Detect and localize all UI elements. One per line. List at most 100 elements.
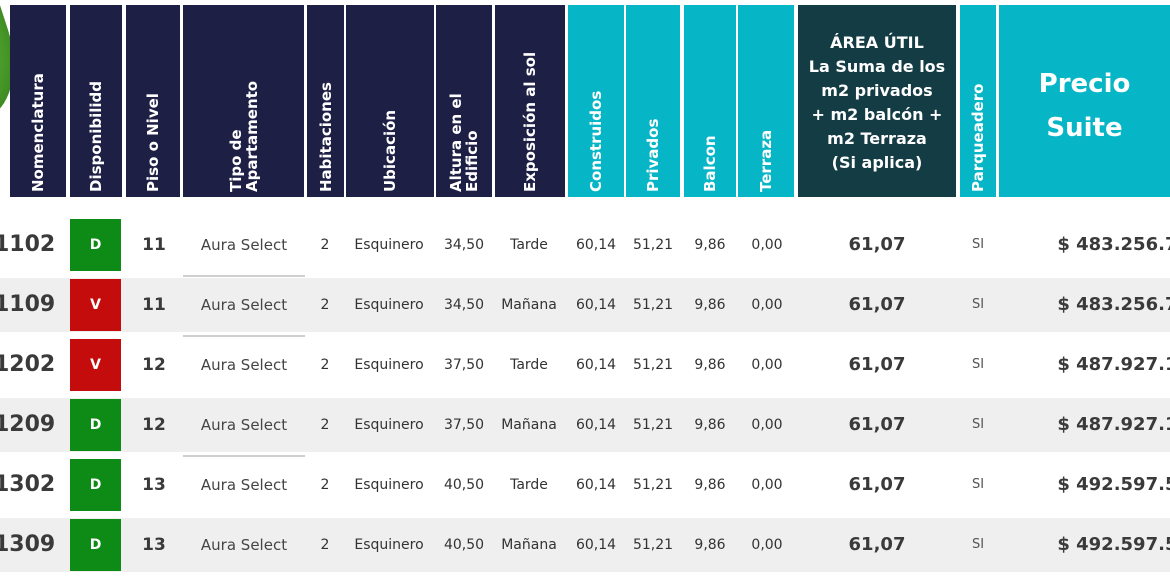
header-area-line6: (Si aplica) [831, 153, 923, 172]
cell-piso: 13 [142, 475, 166, 495]
header-disponibilidad: Disponibilidd [70, 5, 122, 197]
cell-parqueadero: SI [971, 417, 985, 432]
cell-exposicion: Tarde [510, 477, 548, 493]
cell-exposicion: Mañana [501, 537, 557, 553]
header-precio-line1: Precio [1038, 69, 1131, 99]
cell-altura: 37,50 [443, 417, 485, 433]
header-label: Privados [644, 118, 662, 192]
table-row: 1102 D 11 Aura Select 2 Esquinero 34,50 … [0, 218, 1170, 272]
cell-piso: 11 [142, 295, 166, 315]
cell-balcon: 9,86 [694, 297, 726, 313]
availability-badge: V [70, 279, 121, 331]
header-label: Piso o Nivel [144, 93, 162, 192]
table-row: 1109 V 11 Aura Select 2 Esquinero 34,50 … [0, 278, 1170, 332]
cell-construidos: 60,14 [575, 417, 617, 433]
cell-terraza: 0,00 [751, 417, 783, 433]
cell-construidos: 60,14 [575, 477, 617, 493]
availability-badge: D [70, 519, 121, 571]
cell-precio: $ 492.597.50 [1057, 534, 1170, 555]
cell-ubicacion: Esquinero [354, 297, 424, 313]
cell-terraza: 0,00 [751, 537, 783, 553]
header-label: Exposición al sol [521, 51, 539, 192]
cell-privados: 51,21 [632, 537, 674, 553]
header-area-line3: m2 privados [821, 81, 933, 100]
cell-privados: 51,21 [632, 237, 674, 253]
cell-construidos: 60,14 [575, 537, 617, 553]
header-privados: Privados [626, 5, 680, 197]
cell-privados: 51,21 [632, 357, 674, 373]
cell-piso: 13 [142, 535, 166, 555]
header-area-util: ÁREA ÚTIL La Suma de los m2 privados + m… [798, 5, 956, 197]
cell-altura: 40,50 [443, 477, 485, 493]
header-area-line1: ÁREA ÚTIL [830, 33, 924, 52]
cell-habitaciones: 2 [320, 297, 330, 313]
header-precio-suite: Precio Suite [999, 5, 1170, 197]
cell-terraza: 0,00 [751, 477, 783, 493]
cell-altura: 34,50 [443, 237, 485, 253]
cell-precio: $ 483.256.73 [1057, 294, 1170, 315]
cell-area-util: 61,07 [848, 354, 906, 375]
cell-privados: 51,21 [632, 297, 674, 313]
header-label: Disponibilidd [87, 80, 105, 192]
cell-piso: 12 [142, 355, 166, 375]
cell-habitaciones: 2 [320, 237, 330, 253]
cell-construidos: 60,14 [575, 357, 617, 373]
cell-balcon: 9,86 [694, 417, 726, 433]
header-nomenclatura: Nomenclatura [10, 5, 66, 197]
cell-habitaciones: 2 [320, 357, 330, 373]
header-label: Construidos [587, 90, 605, 192]
cell-parqueadero: SI [971, 537, 985, 552]
table-row: 1302 D 13 Aura Select 2 Esquinero 40,50 … [0, 458, 1170, 512]
tipo-divider [183, 455, 305, 457]
header-terraza: Terraza [738, 5, 794, 197]
cell-parqueadero: SI [971, 477, 985, 492]
cell-terraza: 0,00 [751, 237, 783, 253]
cell-parqueadero: SI [971, 297, 985, 312]
header-label-line1: Altura en el [447, 93, 465, 192]
cell-nomenclatura: 1209 [0, 412, 56, 437]
cell-area-util: 61,07 [848, 414, 906, 435]
header-label-line2: Apartamento [242, 80, 261, 192]
header-label: Nomenclatura [29, 73, 47, 192]
cell-altura: 40,50 [443, 537, 485, 553]
cell-area-util: 61,07 [848, 234, 906, 255]
table-row: 1209 D 12 Aura Select 2 Esquinero 37,50 … [0, 398, 1170, 452]
header-label: Habitaciones [316, 82, 335, 192]
availability-badge: V [70, 339, 121, 391]
cell-construidos: 60,14 [575, 297, 617, 313]
cell-area-util: 61,07 [848, 534, 906, 555]
cell-area-util: 61,07 [848, 294, 906, 315]
cell-exposicion: Mañana [501, 297, 557, 313]
cell-terraza: 0,00 [751, 297, 783, 313]
header-construidos: Construidos [568, 5, 624, 197]
cell-piso: 11 [142, 235, 166, 255]
cell-precio: $ 487.927.11 [1057, 414, 1170, 435]
cell-nomenclatura: 1202 [0, 352, 56, 377]
availability-badge: D [70, 219, 121, 271]
cell-exposicion: Mañana [501, 417, 557, 433]
header-area-line4: + m2 balcón + [811, 105, 943, 124]
cell-precio: $ 483.256.73 [1057, 234, 1170, 255]
cell-ubicacion: Esquinero [354, 237, 424, 253]
cell-parqueadero: SI [971, 237, 985, 252]
header-label-line1: Tipo de [226, 129, 245, 192]
cell-nomenclatura: 1302 [0, 472, 56, 497]
cell-ubicacion: Esquinero [354, 537, 424, 553]
cell-balcon: 9,86 [694, 357, 726, 373]
cell-exposicion: Tarde [510, 357, 548, 373]
cell-precio: $ 492.597.50 [1057, 474, 1170, 495]
tipo-divider [183, 275, 305, 277]
header-label: Parqueadero [969, 83, 987, 192]
cell-tipo: Aura Select [200, 236, 288, 254]
header-exposicion: Exposición al sol [495, 5, 565, 197]
cell-exposicion: Tarde [510, 237, 548, 253]
cell-altura: 37,50 [443, 357, 485, 373]
header-balcon: Balcon [684, 5, 736, 197]
cell-nomenclatura: 1309 [0, 532, 56, 557]
cell-habitaciones: 2 [320, 537, 330, 553]
cell-ubicacion: Esquinero [354, 357, 424, 373]
header-parqueadero: Parqueadero [960, 5, 996, 197]
cell-piso: 12 [142, 415, 166, 435]
cell-nomenclatura: 1109 [0, 292, 56, 317]
cell-balcon: 9,86 [694, 237, 726, 253]
